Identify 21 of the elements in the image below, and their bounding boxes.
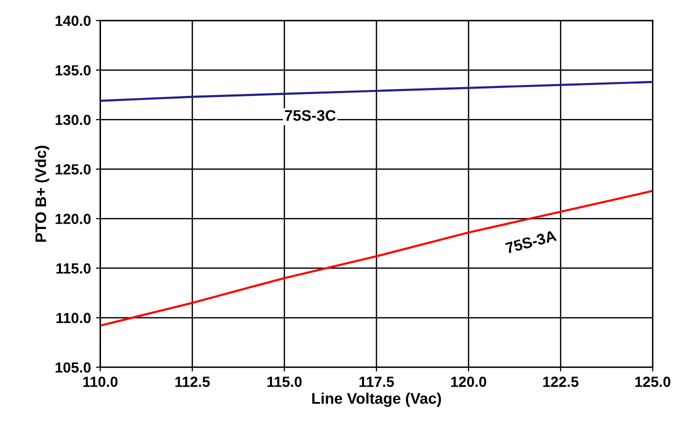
line-series (100, 80, 653, 102)
y-tick-label: 110.0 (56, 312, 91, 324)
x-tick-label: 125.0 (635, 376, 670, 387)
y-tick-label: 120.0 (56, 214, 91, 224)
y-tick-label: 135.0 (56, 65, 91, 76)
x-axis-title: Line Voltage (Vac) (312, 392, 441, 407)
y-axis-title: PTO B+ (Vdc) (34, 146, 50, 242)
x-tick-label: 122.5 (543, 376, 578, 387)
y-tick-label: 125.0 (56, 164, 91, 175)
line-series (100, 190, 653, 327)
y-tick-label: 105.0 (56, 362, 91, 373)
y-tick-label: 115.0 (56, 263, 91, 274)
series-label: 75S-3C (284, 110, 336, 121)
x-tick-label: 120.0 (451, 376, 486, 387)
x-tick-label: 112.5 (175, 376, 210, 387)
x-tick-label: 117.5 (360, 376, 394, 387)
x-tick-label: 110.0 (83, 376, 118, 387)
y-tick-label: 140.0 (56, 16, 91, 26)
text: 75S-3A (505, 230, 557, 254)
y-tick-label: 130.0 (56, 114, 91, 126)
x-tick-label: 115.0 (267, 376, 302, 387)
